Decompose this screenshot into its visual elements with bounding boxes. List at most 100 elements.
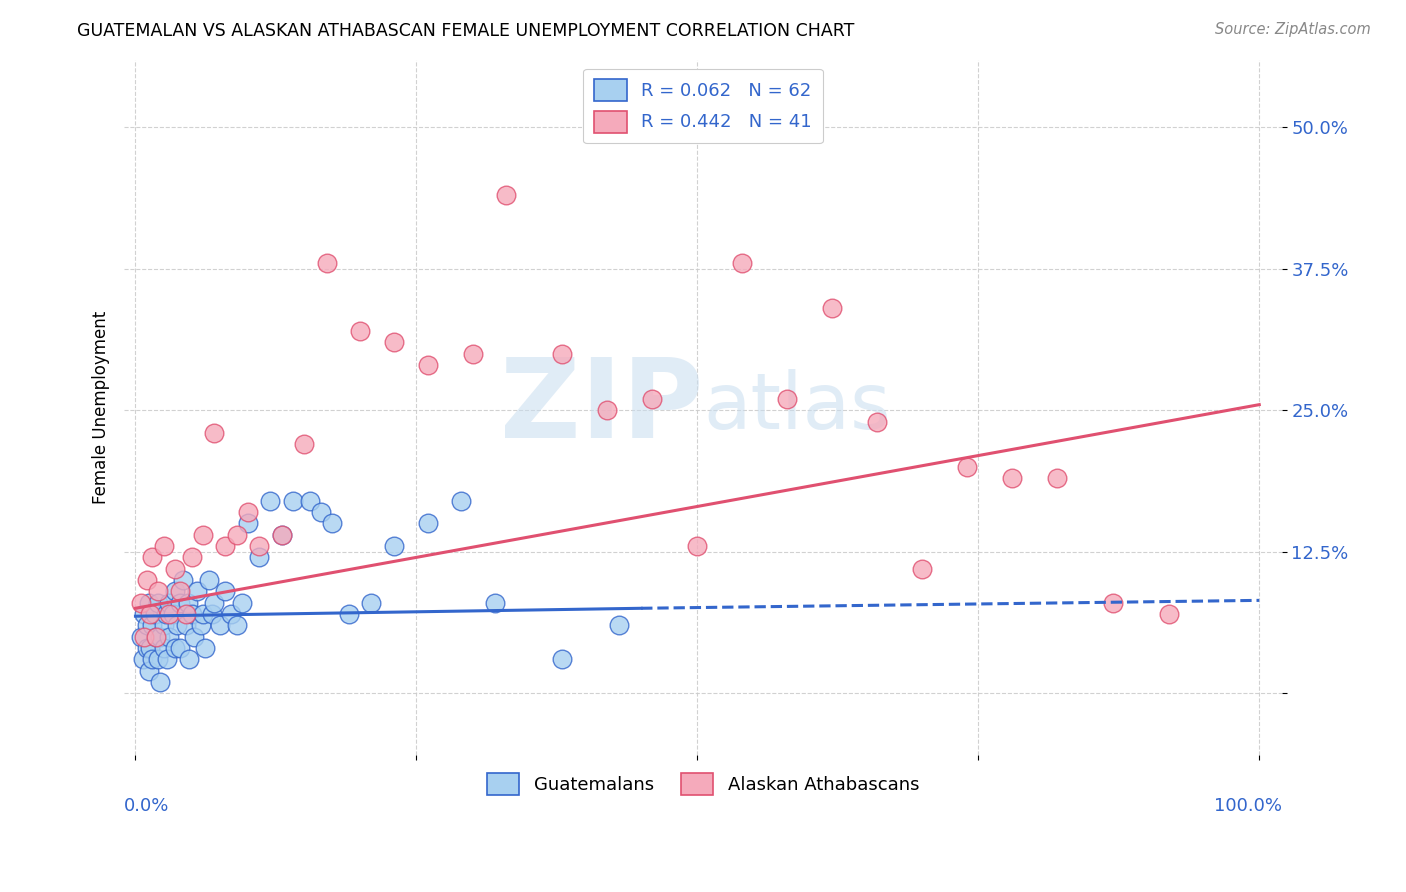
Point [141,550,163,565]
Point [1102,596,1125,610]
Point [337,607,360,621]
Point [149,674,172,689]
Point [146,652,169,666]
Point [201,607,224,621]
Point [225,527,247,541]
Point [169,584,191,599]
Point [247,539,270,553]
Point [208,618,231,632]
Point [134,630,156,644]
Point [135,640,157,655]
Point [163,640,186,655]
Point [157,607,180,621]
Point [551,347,574,361]
Point [641,392,664,406]
Point [382,539,405,553]
Point [360,596,382,610]
Point [551,652,574,666]
Point [163,584,186,599]
Point [172,573,194,587]
Point [956,459,979,474]
Point [281,493,304,508]
Point [194,640,217,655]
Point [1046,471,1069,485]
Point [169,596,191,610]
Point [134,607,156,621]
Point [163,562,186,576]
Point [152,618,174,632]
Point [776,392,799,406]
Point [129,630,152,644]
Point [270,527,292,541]
Text: atlas: atlas [703,369,890,445]
Text: Source: ZipAtlas.com: Source: ZipAtlas.com [1215,22,1371,37]
Point [145,630,167,644]
Point [141,618,163,632]
Point [139,607,162,621]
Point [219,607,242,621]
Point [177,596,200,610]
Point [321,516,343,531]
Point [1001,471,1024,485]
Point [180,550,202,565]
Point [180,607,202,621]
Point [247,550,270,565]
Point [129,596,152,610]
Point [202,425,225,440]
Point [191,607,214,621]
Text: GUATEMALAN VS ALASKAN ATHABASCAN FEMALE UNEMPLOYMENT CORRELATION CHART: GUATEMALAN VS ALASKAN ATHABASCAN FEMALE … [77,22,855,40]
Point [146,596,169,610]
Point [145,630,167,644]
Point [416,516,439,531]
Point [174,618,197,632]
Point [450,493,472,508]
Point [174,607,197,621]
Legend: Guatemalans, Alaskan Athabascans: Guatemalans, Alaskan Athabascans [475,762,931,805]
Point [214,584,236,599]
Point [162,607,184,621]
Point [135,573,157,587]
Point [135,618,157,632]
Text: 0.0%: 0.0% [124,797,170,815]
Point [236,505,259,519]
Point [157,596,180,610]
Point [292,437,315,451]
Point [197,573,219,587]
Point [141,652,163,666]
Point [484,596,506,610]
Point [214,539,236,553]
Point [166,618,188,632]
Point [191,527,214,541]
Point [315,256,337,270]
Point [183,630,205,644]
Point [179,652,201,666]
Point [461,347,484,361]
Point [231,596,253,610]
Point [731,256,754,270]
Point [866,415,889,429]
Point [139,640,162,655]
Point [259,493,281,508]
Point [156,652,179,666]
Text: 100.0%: 100.0% [1213,797,1282,815]
Point [152,640,174,655]
Point [495,188,517,202]
Point [821,301,844,316]
Point [169,640,191,655]
Point [190,618,212,632]
Point [596,403,619,417]
Point [225,618,247,632]
Point [416,358,439,372]
Point [309,505,332,519]
Point [149,630,172,644]
Y-axis label: Female Unemployment: Female Unemployment [93,310,110,504]
Point [911,562,934,576]
Point [186,584,208,599]
Point [132,652,155,666]
Point [298,493,321,508]
Point [686,539,709,553]
Point [236,516,259,531]
Point [202,596,225,610]
Point [152,539,174,553]
Point [1159,607,1181,621]
